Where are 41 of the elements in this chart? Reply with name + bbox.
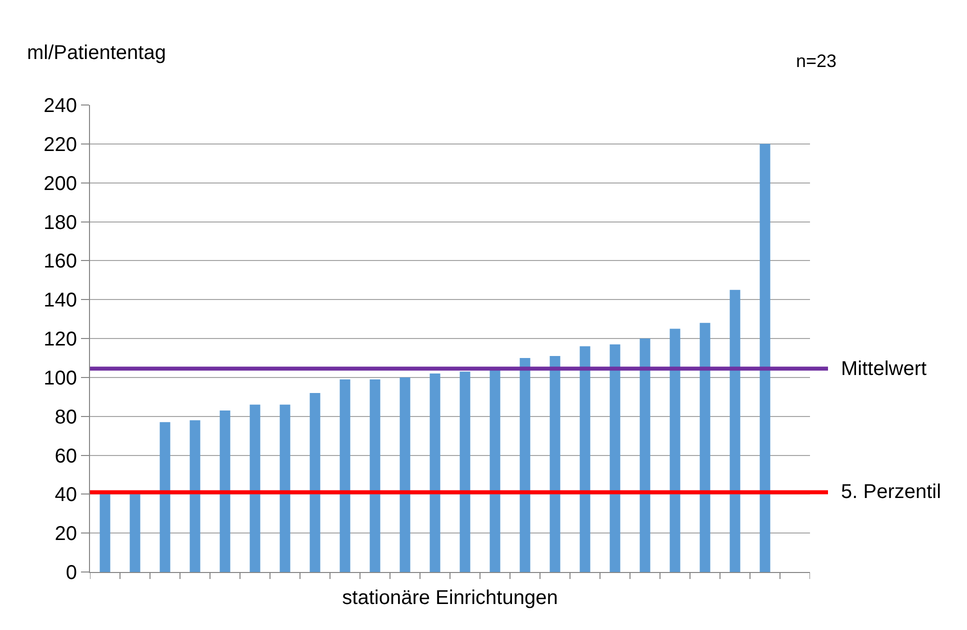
y-tick-label: 60 (54, 445, 77, 468)
y-tick-label: 20 (54, 523, 77, 546)
bar (760, 144, 770, 572)
bar (130, 492, 140, 572)
x-axis-title: stationäre Einrichtungen (342, 586, 558, 609)
bar (190, 420, 200, 572)
y-tick-label: 200 (44, 172, 77, 195)
bar (400, 377, 410, 572)
bar (670, 328, 680, 572)
bar (370, 379, 380, 572)
y-tick-label: 40 (54, 484, 77, 506)
bar (100, 492, 110, 572)
bar (730, 290, 740, 572)
bar (160, 422, 170, 572)
y-tick-label: 220 (44, 134, 77, 156)
bar (550, 356, 560, 572)
bar (310, 392, 320, 572)
bar (220, 410, 230, 572)
y-tick-label: 100 (44, 367, 77, 390)
y-tick-label: 180 (44, 212, 77, 234)
bar (490, 370, 500, 572)
y-tick-label: 160 (44, 250, 77, 273)
y-tick-label: 140 (44, 290, 77, 312)
bar (700, 322, 710, 572)
bar (580, 346, 590, 572)
bar (280, 404, 290, 572)
y-tick-label: 0 (66, 562, 77, 584)
bar (430, 374, 440, 572)
ref-line-label: Mittelwert (841, 358, 928, 380)
y-tick-label: 120 (44, 328, 77, 350)
y-tick-label: 240 (44, 95, 77, 117)
bar (460, 372, 470, 572)
bar (340, 379, 350, 572)
y-axis-title: ml/Patiententag (27, 42, 166, 64)
bar (640, 338, 650, 572)
bar (610, 344, 620, 572)
bar (250, 404, 260, 572)
ref-line-label: 5. Perzentil (841, 481, 942, 503)
bar (520, 358, 530, 572)
text: n=23 (796, 51, 837, 71)
y-tick-label: 80 (54, 406, 77, 428)
